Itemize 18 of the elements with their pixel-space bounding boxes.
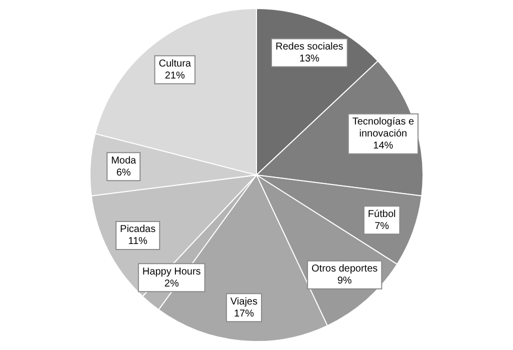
slice-label: Fútbol — [368, 208, 396, 220]
data-label: 7% — [374, 220, 390, 232]
data-label: 13% — [299, 54, 320, 65]
slice-label: Moda — [111, 155, 137, 166]
data-label: 2% — [164, 278, 179, 290]
data-label: 6% — [116, 167, 131, 178]
slice-label: Picadas — [120, 224, 156, 236]
data-label: 21% — [164, 70, 185, 82]
data-label: 9% — [337, 276, 352, 287]
slice-label: Otros deportes — [312, 264, 378, 275]
slice-label: Happy Hours — [142, 266, 201, 278]
data-label: 14% — [373, 140, 394, 152]
data-label: 11% — [128, 236, 148, 248]
slice-label: Viajes — [230, 296, 258, 308]
data-label: 17% — [234, 308, 254, 320]
slice-label: Redes sociales — [275, 42, 344, 53]
slice-label: Cultura — [158, 58, 192, 70]
slice-label: Tecnologías e innovación — [352, 116, 414, 140]
